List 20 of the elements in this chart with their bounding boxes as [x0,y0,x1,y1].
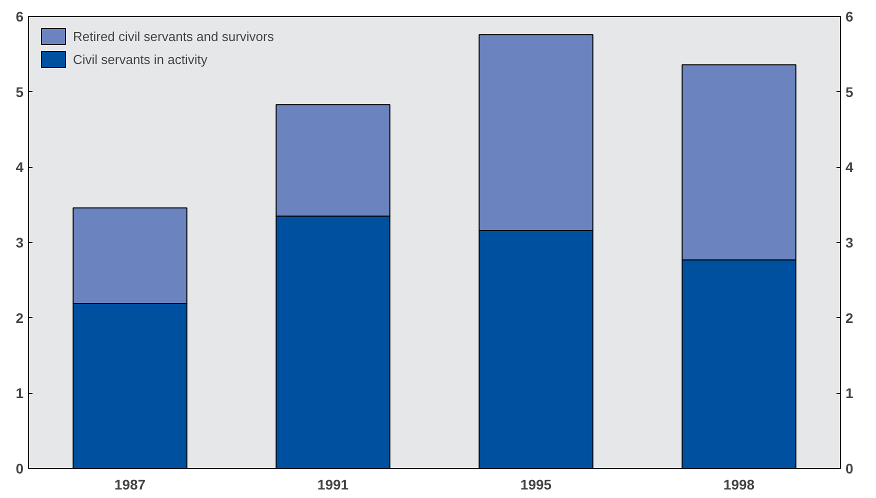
y-tick-label: 4 [16,159,24,176]
y-tick-label: 1 [16,385,24,402]
y2-tick-label: 4 [846,159,854,176]
legend-label: Civil servants in activity [73,52,208,66]
y2-tick-label: 6 [846,8,854,24]
y-tick-label: 6 [16,8,24,24]
y-tick-label: 3 [16,234,24,250]
y2-tick-label: 2 [846,310,854,326]
y2-tick-label: 3 [846,234,854,250]
y2-tick-label: 0 [846,460,854,476]
y-tick-label: 5 [16,84,24,100]
y-tick-label: 0 [16,460,24,476]
y2-tick-label: 5 [846,84,854,100]
y2-tick-label: 1 [846,385,854,402]
x-tick-label: 1987 [114,476,146,492]
x-tick-label: 1995 [520,476,552,492]
x-tick-label: 1998 [723,476,755,492]
x-tick-label: 1991 [317,476,349,492]
y-tick-label: 2 [16,310,24,326]
legend-label: Retired civil servants and survivors [73,28,274,44]
